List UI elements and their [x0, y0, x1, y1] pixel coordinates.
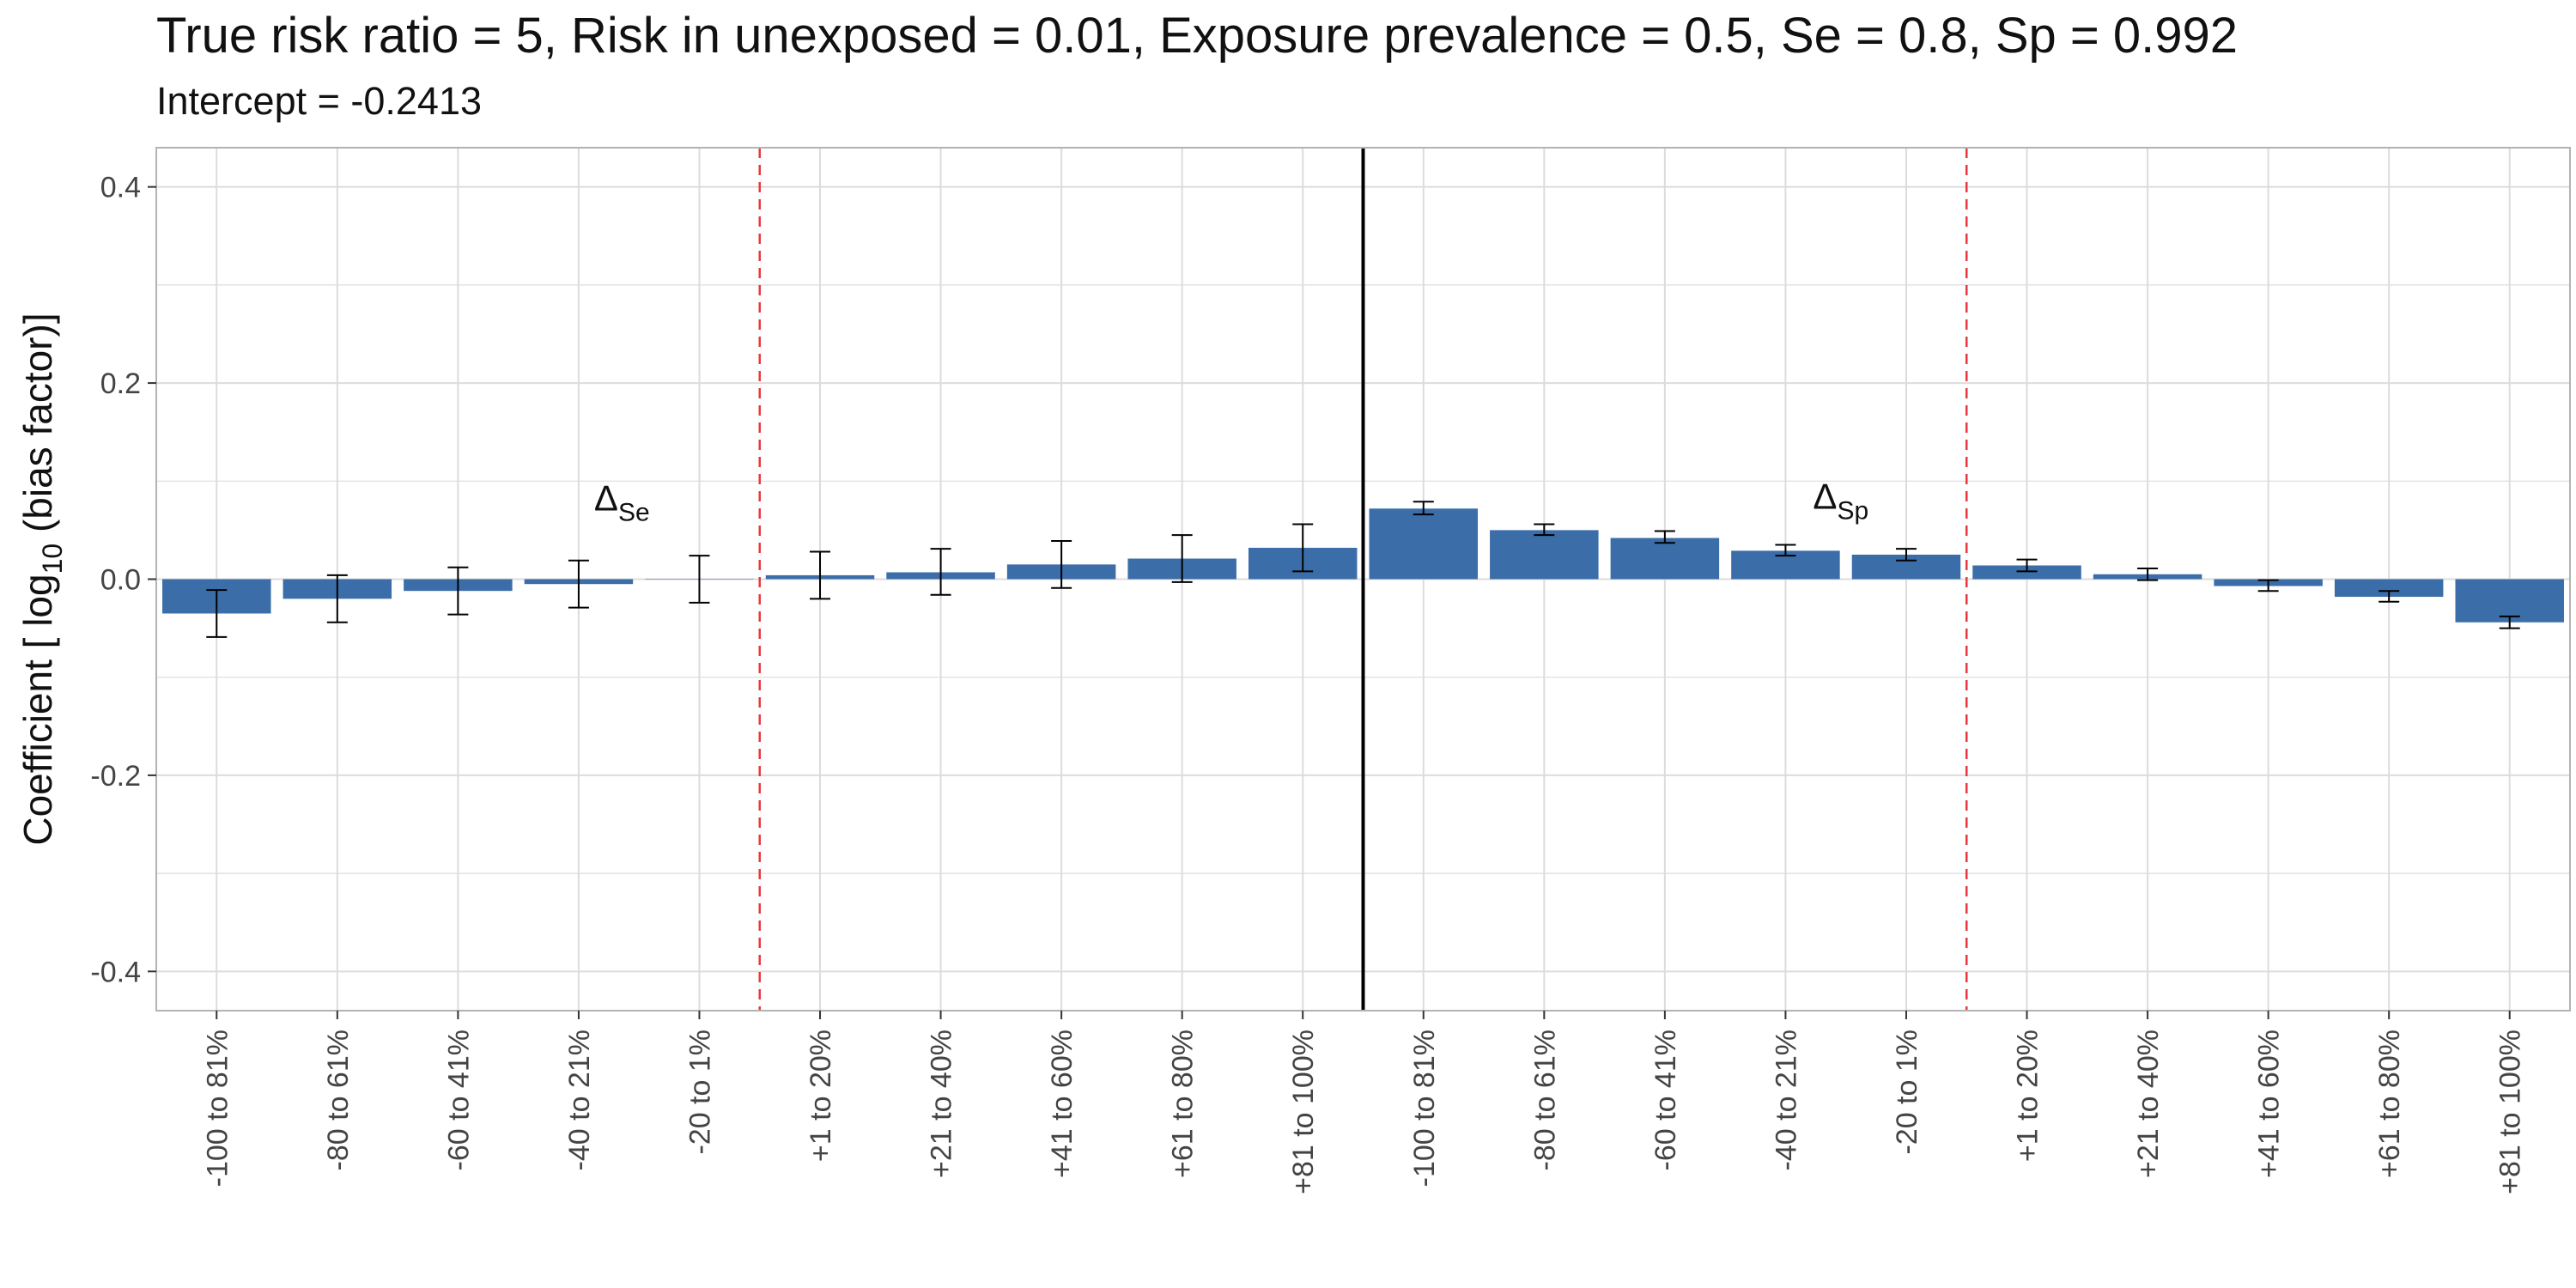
error-bar: [447, 566, 469, 616]
x-tick-label: -60 to 41%: [1649, 1030, 1682, 1170]
error-bar: [206, 589, 228, 638]
error-bar: [1051, 539, 1072, 589]
error-bar: [2379, 590, 2400, 603]
error-bar: [326, 574, 348, 623]
error-bar: [1895, 548, 1917, 562]
error-bar: [1292, 523, 1314, 573]
x-tick-label: +21 to 40%: [2132, 1030, 2165, 1178]
error-bar: [1413, 501, 1434, 516]
annotation-delta-sp-base: Δ: [1813, 476, 1837, 516]
error-bar: [930, 548, 951, 596]
bar: [1972, 565, 2081, 580]
chart-title: True risk ratio = 5, Risk in unexposed =…: [156, 8, 2239, 64]
x-tick-label: +41 to 60%: [1046, 1030, 1078, 1178]
x-tick-label: +61 to 80%: [1167, 1030, 1200, 1178]
bar: [1369, 508, 1479, 580]
error-bar: [2016, 558, 2038, 573]
bar: [1490, 530, 1599, 580]
annotation-delta-sp: ΔSp: [1813, 476, 1868, 525]
x-tick-label: +1 to 20%: [805, 1030, 837, 1162]
chart-subtitle: Intercept = -0.2413: [156, 79, 483, 123]
x-tick-label: +81 to 100%: [2494, 1030, 2527, 1194]
annotation-delta-se-base: Δ: [594, 478, 618, 519]
error-bar: [568, 559, 589, 609]
error-bar: [1775, 544, 1796, 557]
x-tick-label: +21 to 40%: [926, 1030, 958, 1178]
x-tick-label: +61 to 80%: [2373, 1030, 2406, 1178]
x-axis-ticks: -100 to 81% -80 to 61% -60 to 41% -40 to 21…: [201, 1011, 2527, 1194]
error-bar: [810, 550, 831, 600]
x-tick-label: -60 to 41%: [442, 1030, 475, 1170]
x-tick-label: -40 to 21%: [563, 1030, 596, 1170]
bars: [162, 508, 2564, 623]
annotation-delta-se-sub: Se: [618, 499, 650, 527]
x-tick-label: +81 to 100%: [1287, 1030, 1320, 1194]
x-tick-label: -80 to 61%: [322, 1030, 355, 1170]
y-tick-label: -0.2: [90, 760, 141, 793]
y-axis-label: Coefficient [ log10 (bias factor)]: [15, 313, 68, 845]
x-tick-label: +1 to 20%: [2012, 1030, 2044, 1162]
x-tick-label: -20 to 1%: [683, 1030, 716, 1155]
x-tick-label: -80 to 61%: [1528, 1030, 1561, 1170]
x-tick-label: -20 to 1%: [1891, 1030, 1923, 1155]
error-bars: [206, 501, 2520, 638]
bar: [2455, 579, 2564, 623]
y-axis-ticks: 0.4 0.2 0.0 -0.2 -0.4: [90, 172, 156, 988]
y-tick-label: 0.0: [100, 564, 141, 597]
error-bar: [1654, 530, 1675, 544]
bar: [2334, 579, 2444, 598]
error-bar: [2137, 567, 2159, 581]
error-bar: [689, 555, 710, 604]
annotation-delta-se: ΔSe: [594, 478, 650, 527]
error-bar: [1171, 534, 1193, 583]
error-bar: [1534, 523, 1555, 537]
reference-lines: [758, 148, 1968, 1011]
error-bar: [2257, 579, 2279, 592]
y-axis-label-pre: Coefficient [ log: [15, 574, 60, 845]
bar: [1610, 538, 1720, 580]
annotation-delta-sp-sub: Sp: [1837, 496, 1868, 525]
y-tick-label: -0.4: [90, 956, 141, 988]
x-tick-label: -100 to 81%: [1408, 1030, 1441, 1187]
error-bar: [2499, 615, 2520, 629]
y-tick-label: 0.4: [100, 172, 141, 204]
y-tick-label: 0.2: [100, 368, 141, 400]
y-axis-label-post: (bias factor)]: [15, 313, 60, 543]
x-tick-label: -100 to 81%: [201, 1030, 234, 1187]
x-tick-label: +41 to 60%: [2253, 1030, 2286, 1178]
y-axis-label-sub: 10: [37, 544, 68, 574]
x-tick-label: -40 to 21%: [1770, 1030, 1802, 1170]
